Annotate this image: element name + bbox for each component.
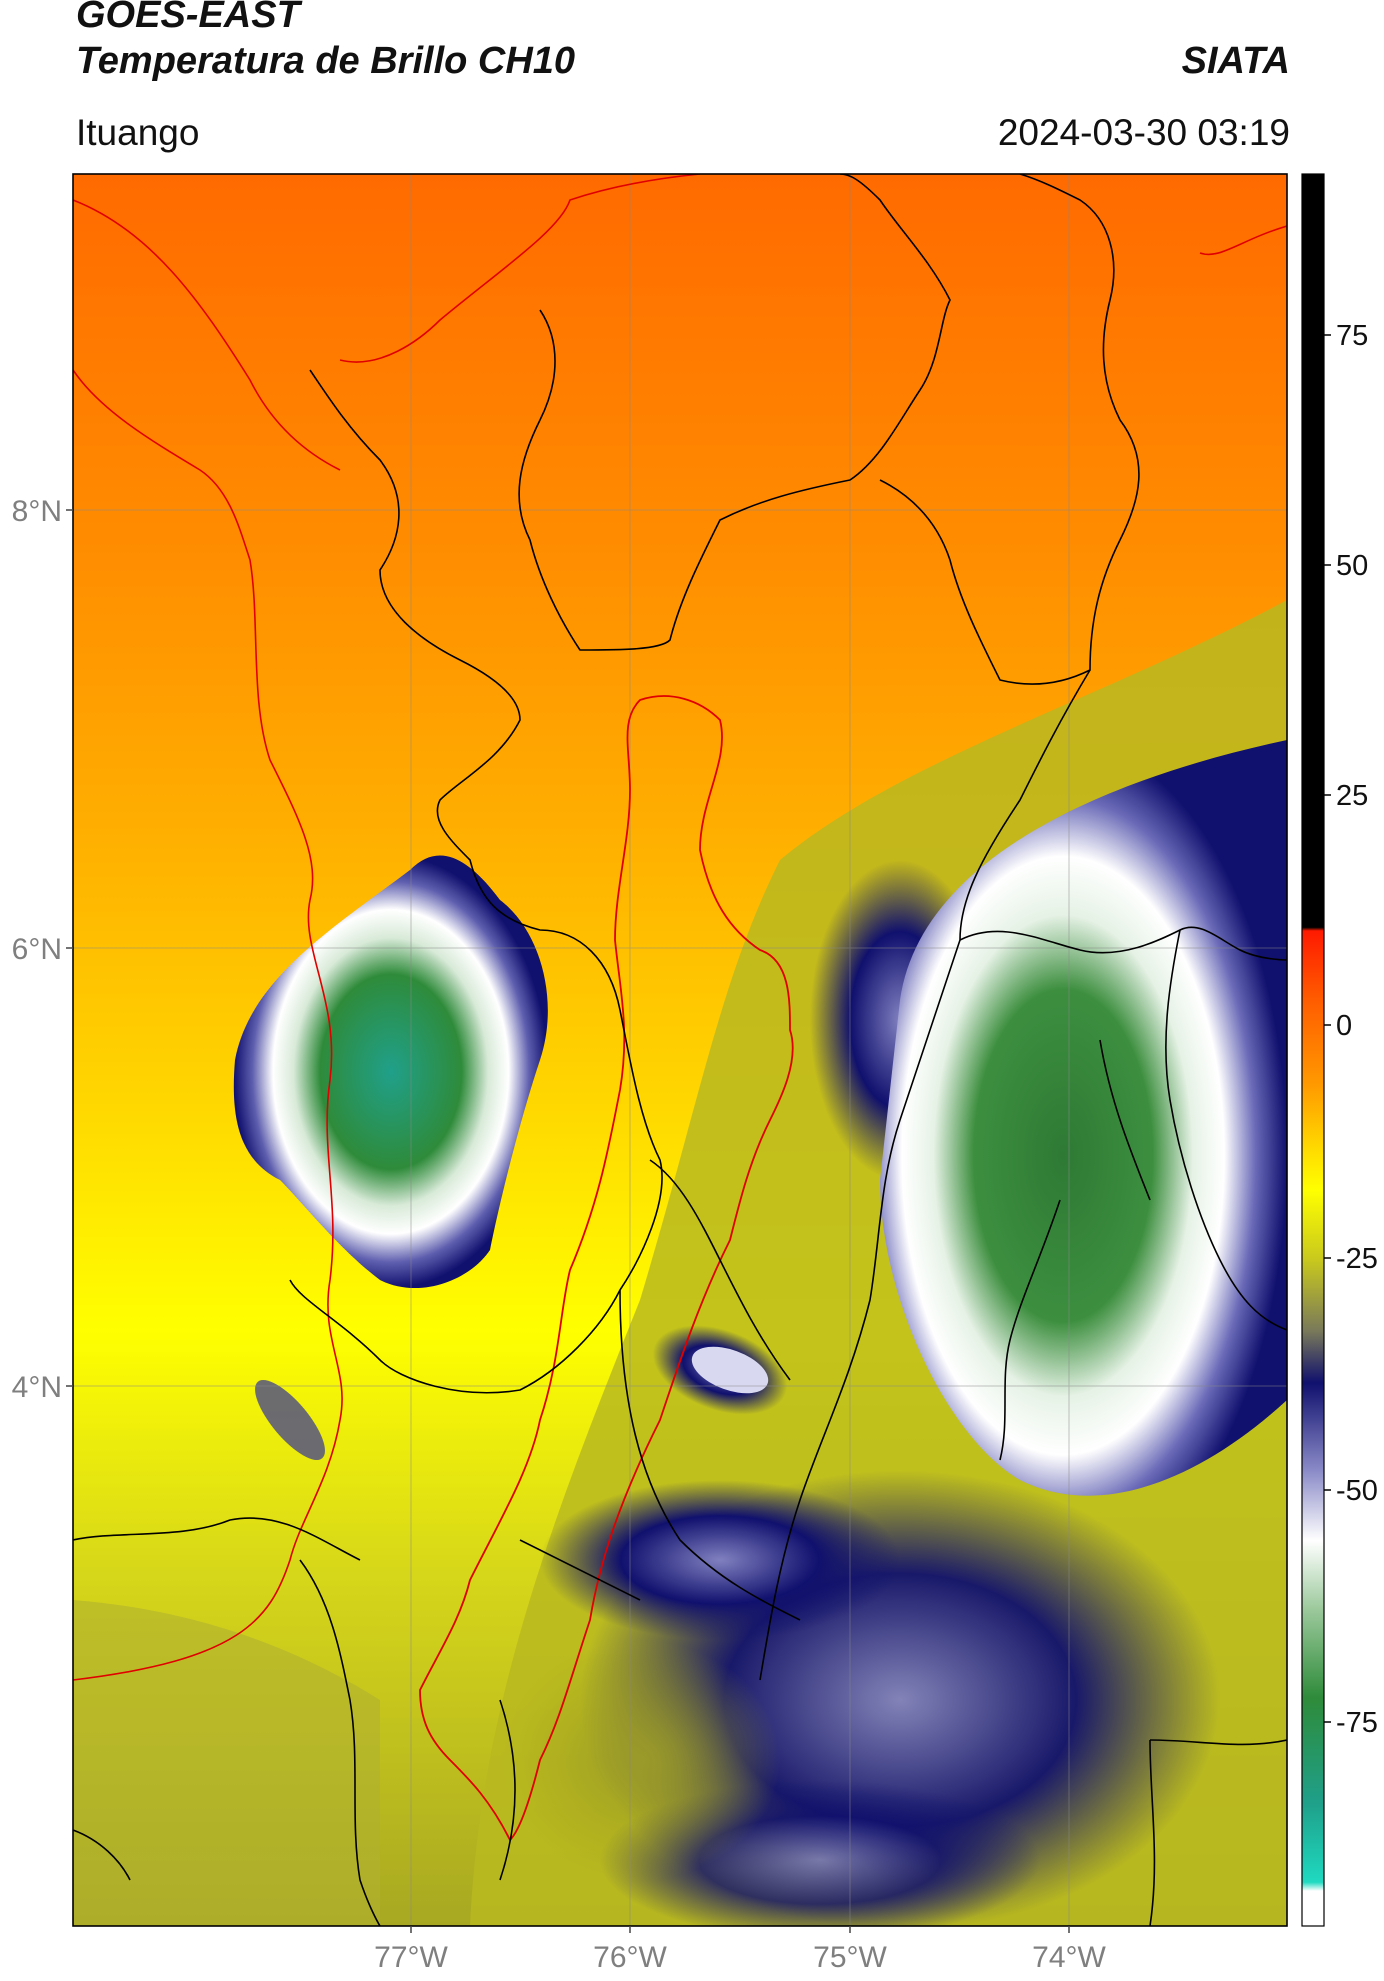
lat-label-8n: 8°N bbox=[12, 495, 62, 528]
lon-label-75w: 75°W bbox=[813, 1941, 887, 1974]
satellite-title: GOES-EAST bbox=[76, 0, 300, 36]
lat-label-4n: 4°N bbox=[12, 1371, 62, 1404]
product-title: Temperatura de Brillo CH10 bbox=[76, 40, 576, 82]
colorbar-tick-0: 0 bbox=[1336, 1010, 1352, 1042]
colorbar-tick-50: 50 bbox=[1336, 550, 1368, 582]
map-frame bbox=[72, 173, 1288, 1927]
lon-label-77w: 77°W bbox=[374, 1941, 448, 1974]
lat-label-6n: 6°N bbox=[12, 933, 62, 966]
datetime-label: 2024-03-30 03:19 bbox=[997, 112, 1290, 153]
brightness-temperature-field bbox=[73, 174, 1287, 1926]
ituango-basin-outline bbox=[419, 695, 794, 1842]
lon-label-76w: 76°W bbox=[593, 1941, 667, 1974]
latitude-labels: 8°N 6°N 4°N bbox=[12, 495, 73, 1404]
colorbar-gradient bbox=[1301, 173, 1325, 1927]
longitude-labels: 77°W 76°W 75°W 74°W bbox=[374, 1926, 1107, 1974]
colorbar-tick-25: 25 bbox=[1336, 780, 1368, 812]
colorbar-tick-neg50: -50 bbox=[1336, 1475, 1378, 1507]
colorbar-tick-neg75: -75 bbox=[1336, 1707, 1378, 1739]
colorbar-tick-75: 75 bbox=[1336, 320, 1368, 352]
region-label: Ituango bbox=[76, 112, 200, 153]
colorbar: 75 50 25 0 -25 -50 -75 bbox=[1301, 173, 1378, 1927]
source-label: SIATA bbox=[1181, 40, 1290, 82]
colorbar-tick-neg25: -25 bbox=[1336, 1243, 1378, 1275]
lon-label-74w: 74°W bbox=[1032, 1941, 1106, 1974]
